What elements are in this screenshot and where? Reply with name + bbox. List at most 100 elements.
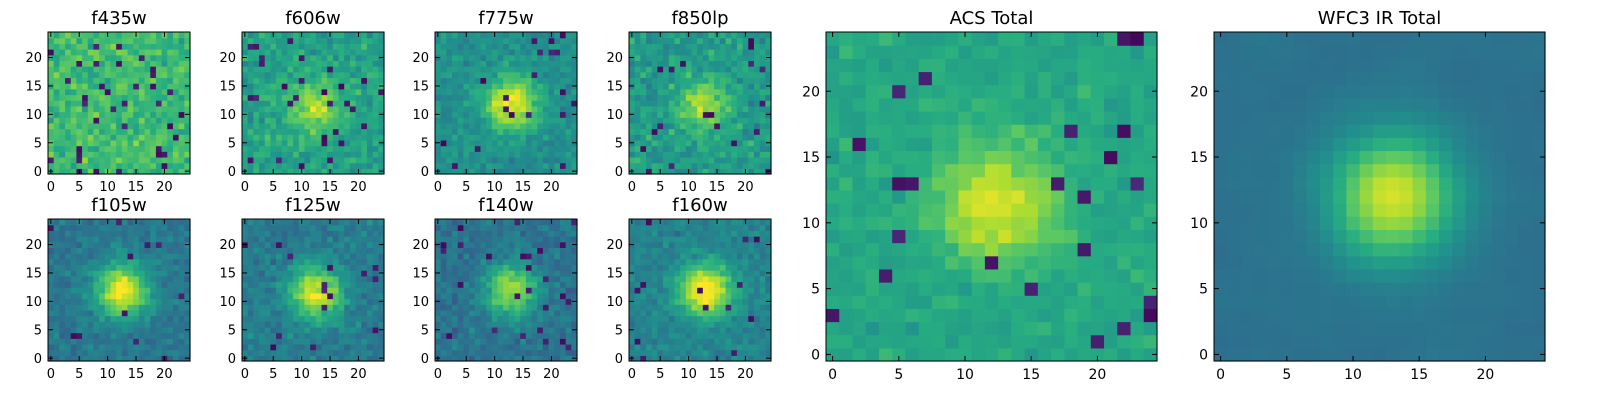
heatmap-cell [457, 264, 464, 271]
heatmap-cell [559, 168, 567, 175]
heatmap-cell [264, 60, 271, 67]
y-tick-label: 10 [412, 108, 429, 123]
heatmap-cell [446, 236, 453, 243]
heatmap-cell [242, 292, 249, 300]
heatmap-cell [178, 281, 185, 288]
heatmap-cell [714, 287, 721, 294]
heatmap-cell [361, 343, 368, 351]
heatmap-cell [640, 275, 647, 283]
heatmap-cell [281, 253, 289, 260]
heatmap-cell [378, 151, 385, 158]
heatmap-cell [276, 122, 283, 130]
heatmap-cell [104, 287, 112, 294]
heatmap-cell [702, 94, 710, 101]
heatmap-cell [731, 94, 738, 101]
heatmap-cell [178, 258, 185, 266]
heatmap-cell [155, 349, 163, 356]
heatmap-cell [361, 309, 368, 317]
x-tick-label: 0 [241, 367, 249, 382]
heatmap-cell [87, 77, 95, 84]
heatmap-cell [640, 139, 647, 147]
heatmap-cell [435, 162, 442, 169]
heatmap-cell [344, 71, 351, 79]
heatmap-cell [315, 292, 323, 300]
heatmap-cell [293, 168, 300, 175]
heatmap-cell [486, 298, 493, 305]
heatmap-cell [457, 355, 464, 362]
heatmap-cell [276, 326, 283, 334]
heatmap-cell [736, 315, 744, 322]
heatmap-cell [491, 326, 499, 334]
heatmap-cell [361, 349, 368, 356]
heatmap-cell [435, 304, 442, 311]
x-tick-label: 15 [322, 367, 339, 382]
y-tick-label: 0 [421, 165, 429, 180]
heatmap-cell [172, 128, 180, 135]
heatmap-cell [138, 343, 146, 351]
heatmap-cell [697, 315, 704, 322]
heatmap-cell [93, 94, 100, 101]
heatmap-cell [93, 224, 100, 231]
heatmap-cell [332, 32, 340, 39]
heatmap-cell [116, 43, 123, 50]
heatmap-cell [446, 49, 453, 56]
heatmap-cell [293, 247, 300, 254]
heatmap-cell [121, 258, 129, 266]
heatmap-cell [440, 241, 447, 248]
heatmap-cell [327, 224, 334, 231]
heatmap-cell [298, 88, 306, 96]
heatmap-cell [76, 258, 83, 266]
heatmap-cell [270, 156, 277, 164]
heatmap-cell [110, 253, 117, 260]
heatmap-cell [332, 49, 340, 56]
heatmap-cell [349, 241, 357, 248]
heatmap-cell [731, 43, 738, 50]
heatmap-cell [338, 100, 345, 107]
heatmap-cell [172, 37, 180, 44]
heatmap-cell [310, 219, 317, 226]
heatmap-cell [127, 66, 134, 73]
heatmap-cell [554, 253, 561, 260]
heatmap-cell [53, 88, 60, 96]
heatmap-cell [525, 338, 533, 345]
heatmap-cell [349, 43, 357, 50]
heatmap-cell [172, 241, 180, 248]
heatmap-cell [486, 338, 493, 345]
heatmap-cell [321, 77, 328, 84]
heatmap-cell [537, 139, 544, 147]
heatmap-cell [668, 32, 676, 39]
heatmap-cell [178, 241, 185, 248]
heatmap-cell [508, 156, 516, 164]
heatmap-cell [674, 134, 681, 141]
heatmap-cell [304, 162, 311, 169]
heatmap-cell [161, 247, 168, 254]
heatmap-cell [731, 355, 738, 362]
heatmap-cell [253, 83, 260, 90]
heatmap-cell [372, 43, 379, 50]
heatmap-cell [486, 94, 493, 101]
heatmap-cell [70, 230, 77, 237]
heatmap-cell [259, 321, 266, 328]
heatmap-cell [281, 332, 289, 339]
heatmap-cell [759, 304, 766, 311]
heatmap-cell [150, 151, 157, 158]
heatmap-cell [76, 321, 83, 328]
heatmap-cell [646, 281, 653, 288]
y-tick-label: 5 [421, 136, 429, 151]
heatmap-cell [531, 128, 538, 135]
heatmap-cell [372, 338, 379, 345]
x-tick-label: 5 [462, 367, 470, 382]
heatmap-cell [127, 151, 134, 158]
heatmap-cell [310, 162, 317, 169]
heatmap-cell [70, 145, 77, 152]
heatmap-cell [497, 128, 504, 135]
y-tick-label: 5 [615, 136, 623, 151]
heatmap-cell [759, 60, 766, 67]
heatmap-cell [304, 122, 311, 130]
heatmap-cell [708, 343, 715, 351]
heatmap-cell [457, 128, 464, 135]
heatmap-cell [714, 83, 721, 90]
heatmap-cell [82, 83, 89, 90]
heatmap-cell [87, 156, 95, 164]
heatmap-cell [452, 49, 459, 56]
